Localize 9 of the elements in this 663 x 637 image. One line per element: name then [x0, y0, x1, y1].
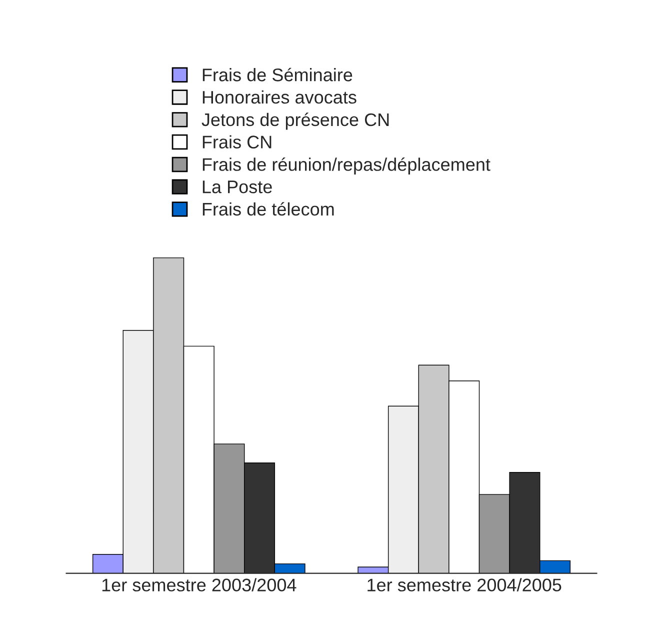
legend-label: La Poste [202, 180, 272, 194]
legend-label: Frais de Séminaire [202, 68, 352, 82]
legend-label: Honoraires avocats [202, 90, 356, 104]
x-tick-label: 1er semestre 2003/2004 [102, 578, 296, 592]
legend-label: Jetons de présence CN [202, 112, 389, 130]
legend-label: Frais de télecom [202, 202, 334, 216]
legend-label: Frais de réunion/repas/déplacement [202, 157, 490, 174]
x-tick-label: 1er semestre 2004/2005 [368, 578, 562, 592]
legend-label: Frais CN [202, 135, 272, 148]
